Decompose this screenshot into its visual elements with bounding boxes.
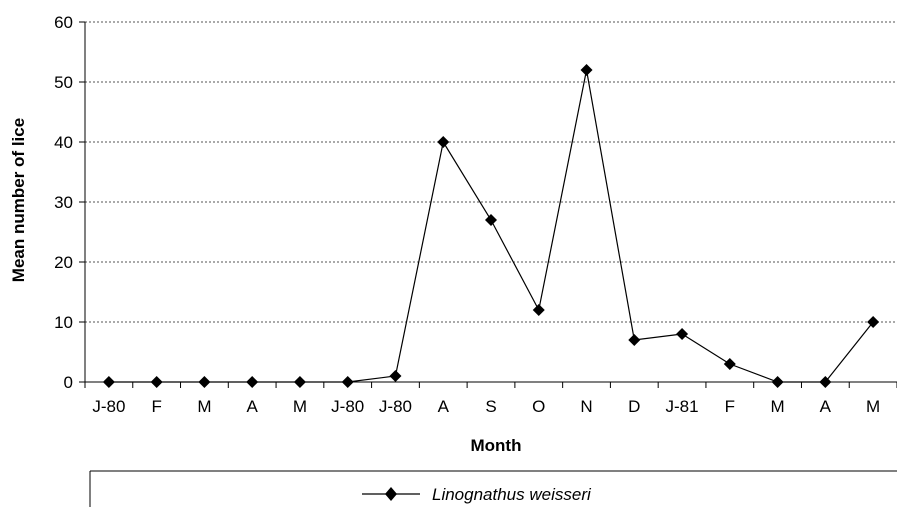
x-tick-label: M (771, 397, 785, 416)
legend-diamond-marker (385, 487, 397, 501)
x-tick-label: M (293, 397, 307, 416)
x-tick-label: M (866, 397, 880, 416)
legend: Linognathus weisseri (89, 470, 897, 507)
data-point (819, 376, 832, 388)
y-tick-label: 10 (54, 313, 73, 332)
legend-label: Linognathus weisseri (432, 485, 592, 504)
data-point (293, 376, 306, 388)
data-point (198, 376, 211, 388)
x-tick-label: J-81 (666, 397, 699, 416)
data-point (867, 316, 880, 328)
x-axis-title: Month (471, 436, 522, 455)
axes (79, 21, 897, 388)
x-tick-label: A (247, 397, 259, 416)
data-point (102, 376, 115, 388)
series-markers (102, 64, 880, 388)
data-point (580, 64, 593, 76)
y-tick-label: 50 (54, 73, 73, 92)
y-tick-labels: 0 10 20 30 40 50 60 (54, 13, 73, 392)
data-point (771, 376, 784, 388)
data-point (437, 136, 450, 148)
x-tick-label: N (580, 397, 592, 416)
data-point (532, 304, 545, 316)
gridlines (85, 21, 897, 323)
y-tick-label: 60 (54, 13, 73, 32)
data-point (246, 376, 259, 388)
y-tick-label: 30 (54, 193, 73, 212)
data-point (150, 376, 163, 388)
x-tick-label: O (532, 397, 545, 416)
data-point (628, 334, 641, 346)
x-tick-label: S (485, 397, 496, 416)
x-tick-label: A (438, 397, 450, 416)
data-point (723, 358, 736, 370)
x-tick-label: D (628, 397, 640, 416)
x-tick-labels: J-80 F M A M J-80 J-80 A S O N D J-81 F M A M (92, 397, 880, 416)
x-tick-label: J-80 (92, 397, 125, 416)
y-axis-title: Mean number of lice (9, 118, 28, 282)
series-line (108, 69, 874, 383)
x-tick-label: F (725, 397, 735, 416)
y-tick-label: 40 (54, 133, 73, 152)
x-tick-label: M (197, 397, 211, 416)
data-point (341, 376, 354, 388)
x-tick-label: J-80 (379, 397, 412, 416)
data-point (389, 370, 402, 382)
series-polyline (108, 69, 874, 383)
x-tick-label: J-80 (331, 397, 364, 416)
x-tick-label: F (151, 397, 161, 416)
y-tick-label: 20 (54, 253, 73, 272)
data-point (485, 214, 497, 226)
y-tick-label: 0 (64, 373, 73, 392)
data-point (676, 328, 689, 340)
x-tick-label: A (820, 397, 832, 416)
